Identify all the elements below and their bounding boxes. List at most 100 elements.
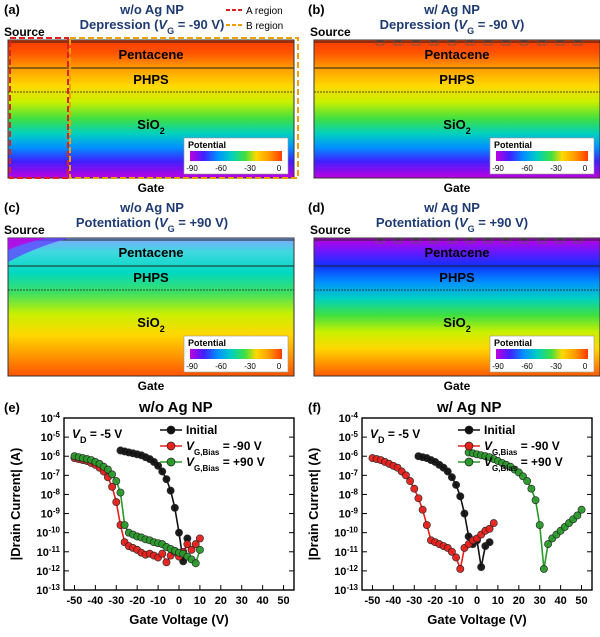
data-point [544,540,553,549]
data-point [477,563,486,572]
data-point [401,471,410,480]
sio2-label-part: 2 [466,126,471,136]
source-corner-field [8,238,48,250]
y-axis-label: |Drain Current| (A) [8,448,23,561]
legend-marker [166,425,176,435]
data-point [154,461,163,470]
panel-subtitle-part: G [168,224,175,234]
y-tick-label: 10-4 [339,411,359,426]
data-point [195,534,204,543]
data-point [573,511,582,520]
legend-label-part: = +90 V [517,455,562,469]
y-tick-label: 10-7 [41,468,61,483]
data-point [410,484,419,493]
y-tick-label-part: -7 [53,468,61,477]
legend-label-part: = +90 V [219,455,264,469]
y-tick-label: 10-13 [334,583,358,598]
panel-subtitle-part: G [167,26,174,36]
legend-label-part: G,Bias [492,448,518,457]
legend-title: Potential [494,140,532,150]
x-tick-label: 20 [513,595,525,607]
sio2-label-part: SiO [443,117,465,132]
legend-label: VG,Bias = +90 V [186,455,265,473]
legend-marker [464,441,474,451]
y-tick-label-part: -7 [351,468,359,477]
x-tick-label: -40 [385,595,401,607]
series-line [372,457,495,572]
vd-annotation: VD = -5 V [72,427,122,445]
y-tick-label-part: 10 [41,432,53,444]
y-tick-label-part: 10 [339,432,351,444]
data-point [535,521,544,529]
y-tick-label: 10-6 [339,449,359,464]
x-tick-label: -10 [150,595,166,607]
ag-nanoparticle [465,238,475,244]
panel-subtitle-part: Potentiation ( [76,215,160,230]
ag-nanoparticle [519,238,529,244]
panel-subtitle-part: V [159,215,169,230]
data-point [577,505,586,514]
y-tick-label: 10-10 [334,525,358,540]
y-tick-label: 10-9 [339,506,359,521]
data-point [158,549,167,558]
x-tick-label: 40 [555,595,567,607]
gate-label: Gate [444,379,471,393]
x-tick-label: 10 [492,595,504,607]
panel-subtitle-part: V [158,17,168,32]
legend-tick: -60 [215,362,227,371]
x-tick-label: -50 [67,595,83,607]
ag-nanoparticle [519,40,529,46]
legend-tick: 0 [277,362,282,371]
data-point [158,467,167,476]
source-label: Source [4,25,45,39]
panel-subtitle: Depression (VG = -90 V) [80,17,225,36]
panel-subtitle: Potentiation (VG = +90 V) [76,215,228,234]
x-tick-label: 50 [575,595,587,607]
ag-nanoparticle [375,238,385,244]
ag-nanoparticle [375,40,385,46]
data-point [191,559,200,568]
y-tick-label-part: -4 [351,411,359,420]
data-point [166,486,175,495]
y-tick-label: 10-8 [41,487,61,502]
data-point [447,547,456,556]
region-b-label: B region [246,21,283,32]
y-tick-label: 10-5 [339,430,359,445]
sio2-label: SiO2 [137,117,164,136]
panel-letter: (d) [308,200,325,215]
legend-marker [464,457,474,467]
legend-label-part: G,Bias [194,448,220,457]
legend-label-part: V [484,439,493,453]
data-point [422,521,431,529]
legend-tick: -60 [521,164,533,173]
transfer-chart-2: (f) w/ Ag NP10-410-510-610-710-810-910-10… [306,399,593,627]
transfer-chart-1: (e) w/o Ag NP10-410-510-610-710-810-910-1… [4,399,295,627]
data-point [531,496,540,505]
ag-nanoparticle [465,40,475,46]
legend-label: Initial [484,423,515,437]
phps-label: PHPS [439,72,475,87]
ag-nanoparticle [411,40,421,46]
panel-title: w/ Ag NP [423,200,480,215]
data-point [112,477,121,486]
chart-title: w/o Ag NP [138,399,213,416]
panel-title: w/ Ag NP [423,2,480,17]
legend-tick: -90 [186,362,198,371]
y-tick-label-part: -13 [48,583,60,592]
legend-label-part: V [186,439,195,453]
data-point [108,482,117,491]
panel-title: w/o Ag NP [119,2,184,17]
data-point [460,509,469,518]
data-point [406,477,415,486]
x-tick-label: 50 [277,595,289,607]
legend-label-part: V [484,455,493,469]
y-tick-label-part: 10 [339,451,351,463]
data-point [485,538,494,547]
ag-nanoparticle [555,238,565,244]
legend-label-part: G,Bias [194,464,220,473]
y-tick-label-part: -5 [53,430,61,439]
vd-annotation-part: V [72,427,81,441]
ag-nanoparticle [447,40,457,46]
